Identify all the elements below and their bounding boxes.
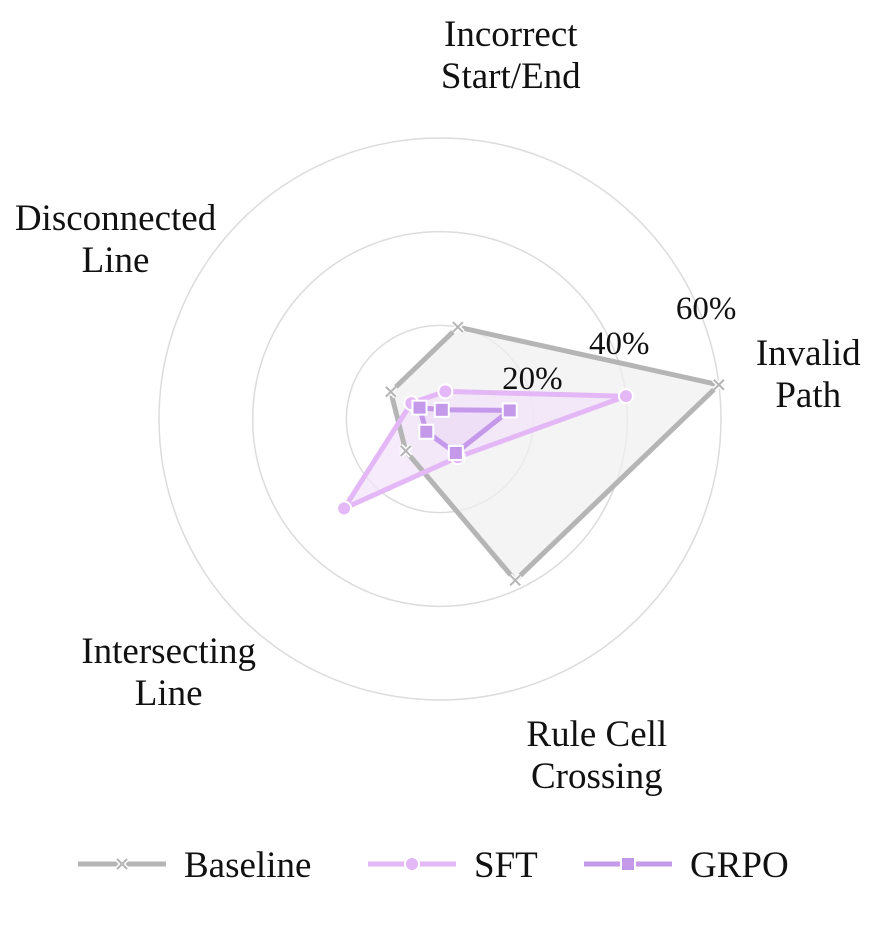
radial-tick-label-3: 60% (676, 291, 737, 327)
legend-item-grpo: GRPO (584, 845, 789, 886)
axis-label-4: Intersecting Line (81, 631, 256, 714)
legend-marker-baseline (115, 857, 129, 871)
grid-ring-3 (158, 137, 722, 701)
series-point-sft-4 (336, 500, 353, 517)
series-point-sft-1 (617, 388, 634, 405)
legend-label-baseline: Baseline (184, 845, 311, 886)
legend-label-grpo: GRPO (690, 845, 789, 886)
series-point-baseline-1 (712, 377, 726, 392)
series-line-grpo (416, 404, 517, 457)
series-point-baseline-2 (451, 320, 465, 334)
axis-label-3: Disconnected Line (15, 198, 217, 281)
series-point-baseline-5 (508, 573, 522, 588)
series-point-grpo-3 (411, 399, 428, 416)
series-point-baseline-3 (384, 384, 398, 399)
axis-label-2: Incorrect Start/End (441, 14, 581, 97)
series-line-sft (337, 388, 627, 515)
radial-tick-labels: 20% 40% 60% (502, 291, 736, 397)
series-point-grpo-2 (433, 401, 450, 418)
legend-marker-grpo (620, 856, 636, 872)
series-point-grpo-4 (418, 423, 435, 440)
series-point-grpo-5 (447, 444, 464, 461)
legend-item-baseline: Baseline (78, 845, 311, 886)
axis-labels: Invalid Path Incorrect Start/End Disconnecte… (15, 14, 861, 797)
legend-item-sft: SFT (368, 845, 538, 886)
radial-tick-label-2: 40% (589, 326, 650, 362)
legend-marker-sft (404, 856, 420, 872)
legend: Baseline SFT GRPO (78, 845, 789, 886)
series-lines (336, 320, 726, 588)
legend-label-sft: SFT (474, 845, 538, 886)
radial-tick-label-1: 20% (502, 361, 563, 397)
axis-label-1: Invalid Path (756, 333, 861, 416)
series-point-sft-2 (437, 383, 454, 400)
series-point-baseline-4 (398, 444, 413, 458)
series-point-grpo-1 (501, 402, 518, 419)
axis-label-5: Rule Cell Crossing (526, 714, 667, 797)
